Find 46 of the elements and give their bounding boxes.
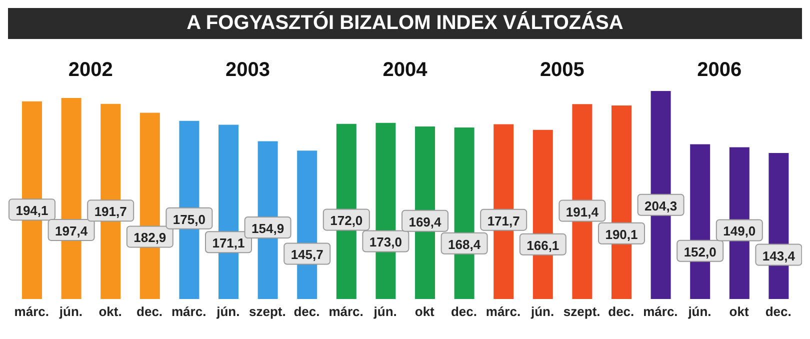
x-tick-label: szept. — [563, 304, 600, 320]
data-label: 194,1 — [16, 203, 48, 218]
x-tick-label: márc. — [172, 304, 206, 320]
text: 2002 — [67, 59, 114, 82]
x-tick-label: dec. — [608, 304, 634, 320]
data-label: 166,1 — [526, 238, 560, 253]
data-label: 171,1 — [212, 236, 245, 251]
data-label: 154,9 — [252, 221, 284, 236]
x-tick-label: dec. — [136, 304, 163, 320]
x-tick-label: jún. — [372, 304, 397, 320]
data-label: 191,4 — [566, 204, 600, 220]
text: 2003 — [224, 59, 272, 82]
data-label: 143,4 — [762, 248, 796, 264]
text: 2006 — [696, 59, 743, 82]
data-label: 152,0 — [684, 244, 716, 260]
x-tick-label: dec. — [294, 304, 320, 320]
data-label: 204,3 — [644, 198, 678, 214]
data-label: 190,1 — [605, 226, 638, 242]
x-tick-label: jún. — [530, 304, 554, 320]
data-label: 145,7 — [290, 247, 324, 262]
x-tick-label: márc. — [14, 304, 49, 320]
x-tick-label: dec. — [450, 304, 477, 320]
data-label: 168,4 — [448, 236, 482, 252]
x-tick-label: dec. — [765, 304, 792, 320]
text: 2005 — [538, 59, 586, 82]
x-tick-label: okt — [414, 304, 436, 320]
data-label: 149,0 — [723, 224, 756, 239]
data-label: 171,7 — [487, 213, 520, 228]
x-tick-label: márc. — [486, 304, 521, 320]
data-label: 182,9 — [134, 230, 166, 246]
x-tick-label: jún. — [58, 304, 83, 320]
data-label: 173,0 — [369, 234, 402, 250]
text: 2004 — [382, 59, 428, 82]
data-label: 169,4 — [408, 214, 442, 230]
data-label: 175,0 — [172, 212, 206, 227]
x-tick-label: márc. — [643, 304, 678, 320]
data-label: 197,4 — [55, 224, 88, 239]
chart-title: A FOGYASZTÓI BIZALOM INDEX VÁLTOZÁSA — [8, 8, 802, 39]
x-tick-label: szept. — [249, 304, 286, 320]
x-tick-label: jún. — [687, 304, 712, 320]
x-tick-label: okt. — [98, 304, 122, 320]
x-tick-label: jún. — [216, 304, 240, 320]
x-tick-label: okt — [729, 304, 750, 320]
data-label: 172,0 — [330, 213, 363, 228]
data-label: 191,7 — [94, 204, 127, 220]
x-tick-label: márc. — [328, 304, 364, 320]
